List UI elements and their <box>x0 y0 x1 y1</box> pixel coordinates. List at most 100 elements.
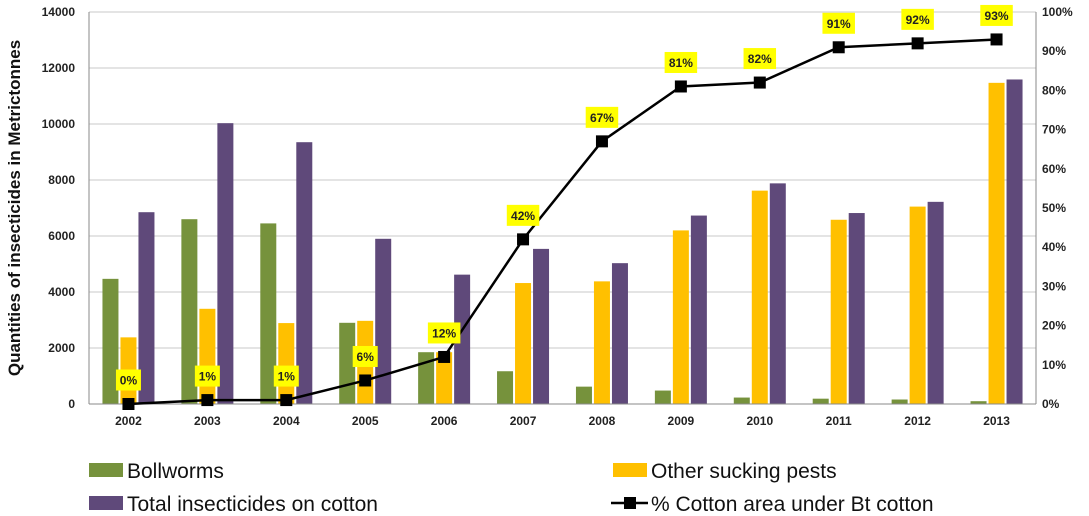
legend-swatch-other-sucking-pests <box>613 463 647 477</box>
x-tick-label: 2012 <box>904 414 931 428</box>
data-label-box <box>506 204 540 226</box>
bar-bollworms <box>181 219 198 404</box>
x-axis-ticks: 2002 2003 2004 2005 2006 2007 2008 2009 2010 2011… <box>115 414 1010 428</box>
data-label: 0% <box>120 374 138 388</box>
bar-total-insecticides-on-cotton <box>848 213 865 404</box>
line-marker <box>517 233 530 246</box>
data-label: 93% <box>985 9 1009 23</box>
bar-total-insecticides-on-cotton <box>611 263 628 404</box>
bar-bollworms <box>260 223 277 404</box>
bar-other-sucking-pests <box>593 281 610 404</box>
x-tick-label: 2006 <box>431 414 458 428</box>
data-label: 92% <box>906 13 930 27</box>
bars <box>102 79 1023 404</box>
y-tick-label: 14000 <box>42 5 76 19</box>
x-tick-label: 2011 <box>826 414 852 428</box>
bar-other-sucking-pests <box>909 206 926 404</box>
bar-total-insecticides-on-cotton <box>927 201 944 404</box>
line-marker <box>990 33 1003 46</box>
bar-bollworms <box>970 401 987 404</box>
x-tick-label: 2013 <box>983 414 1010 428</box>
bar-other-sucking-pests <box>988 82 1005 404</box>
legend-swatch-bollworms <box>89 463 123 477</box>
line-marker <box>832 41 845 54</box>
x-tick-label: 2004 <box>273 414 300 428</box>
bar-bollworms <box>654 390 671 404</box>
data-label: 42% <box>511 209 535 223</box>
y2-tick-label: 40% <box>1042 240 1066 254</box>
bar-total-insecticides-on-cotton <box>138 212 155 404</box>
data-label-box <box>194 365 220 387</box>
bar-total-insecticides-on-cotton <box>533 248 550 404</box>
line-path <box>128 38 997 406</box>
y-axis-title: Quantities of insecticides in Metrictonn… <box>5 40 24 376</box>
bar-total-insecticides-on-cotton <box>1006 79 1023 404</box>
legend-label-bollworms: Bollworms <box>127 460 224 483</box>
bar-other-sucking-pests <box>830 219 847 404</box>
legend-marker-bt-cotton <box>624 497 636 509</box>
data-label-box <box>115 369 141 391</box>
bt-cotton-line <box>122 33 1003 410</box>
y2-tick-label: 100% <box>1042 5 1073 19</box>
data-label-box <box>901 8 934 30</box>
line-marker <box>201 394 214 407</box>
x-tick-label: 2007 <box>510 414 537 428</box>
y2-tick-label: 0% <box>1042 397 1060 411</box>
data-label-box <box>352 345 378 367</box>
y-tick-label: 2000 <box>48 341 75 355</box>
legend-label-total-insecticides: Total insecticides on cotton <box>127 493 378 516</box>
data-label-box <box>822 12 855 34</box>
data-labels: 0% 1% 1% 6% 12% 42% 67% 81% 82% 91% 92% 93% <box>115 4 1013 391</box>
line-marker <box>595 135 608 148</box>
x-tick-label: 2008 <box>589 414 616 428</box>
right-axis-ticks: 0% 10% 20% 30% 40% 50% 60% 70% 80% 90% 100% <box>1042 5 1073 411</box>
y2-tick-label: 50% <box>1042 201 1066 215</box>
bar-bollworms <box>733 397 750 404</box>
line-marker <box>438 350 451 363</box>
gridlines <box>89 11 1036 405</box>
bar-bollworms <box>812 398 829 404</box>
bar-total-insecticides-on-cotton <box>217 123 234 404</box>
y2-tick-label: 90% <box>1042 44 1066 58</box>
y2-tick-label: 30% <box>1042 279 1066 293</box>
y-tick-label: 4000 <box>48 285 75 299</box>
bar-bollworms <box>891 399 908 404</box>
y2-tick-label: 80% <box>1042 83 1066 97</box>
x-tick-label: 2002 <box>115 414 142 428</box>
line-marker <box>280 394 293 407</box>
y-tick-label: 6000 <box>48 229 75 243</box>
data-label-box <box>664 51 698 73</box>
bar-total-insecticides-on-cotton <box>769 183 786 404</box>
bar-total-insecticides-on-cotton <box>296 142 313 404</box>
left-axis-ticks: 0 2000 4000 6000 8000 10000 12000 14000 <box>42 5 76 411</box>
legend-swatch-total-insecticides <box>89 496 123 510</box>
data-label: 91% <box>827 17 851 31</box>
y-tick-label: 12000 <box>42 61 76 75</box>
data-label-box <box>273 365 299 387</box>
x-tick-label: 2009 <box>668 414 695 428</box>
data-label: 67% <box>590 111 614 125</box>
y-tick-label: 10000 <box>42 117 76 131</box>
bar-total-insecticides-on-cotton <box>375 238 392 404</box>
y-tick-label: 0 <box>68 397 75 411</box>
line-marker <box>122 398 135 410</box>
x-tick-label: 2003 <box>194 414 221 428</box>
data-label: 82% <box>748 52 772 66</box>
bar-other-sucking-pests <box>751 190 768 404</box>
bar-total-insecticides-on-cotton <box>454 274 471 404</box>
x-tick-label: 2010 <box>746 414 773 428</box>
line-marker <box>674 80 687 93</box>
legend-label-other-sucking-pests: Other sucking pests <box>651 460 837 483</box>
data-label: 81% <box>669 56 693 70</box>
bar-bollworms <box>102 278 119 404</box>
data-label-box <box>980 4 1013 26</box>
data-label-box <box>743 48 777 70</box>
bar-total-insecticides-on-cotton <box>690 215 707 404</box>
line-marker <box>911 37 924 50</box>
bar-bollworms <box>497 371 514 404</box>
data-label-box <box>585 106 619 128</box>
line-marker <box>753 76 766 89</box>
data-label: 12% <box>432 326 456 340</box>
